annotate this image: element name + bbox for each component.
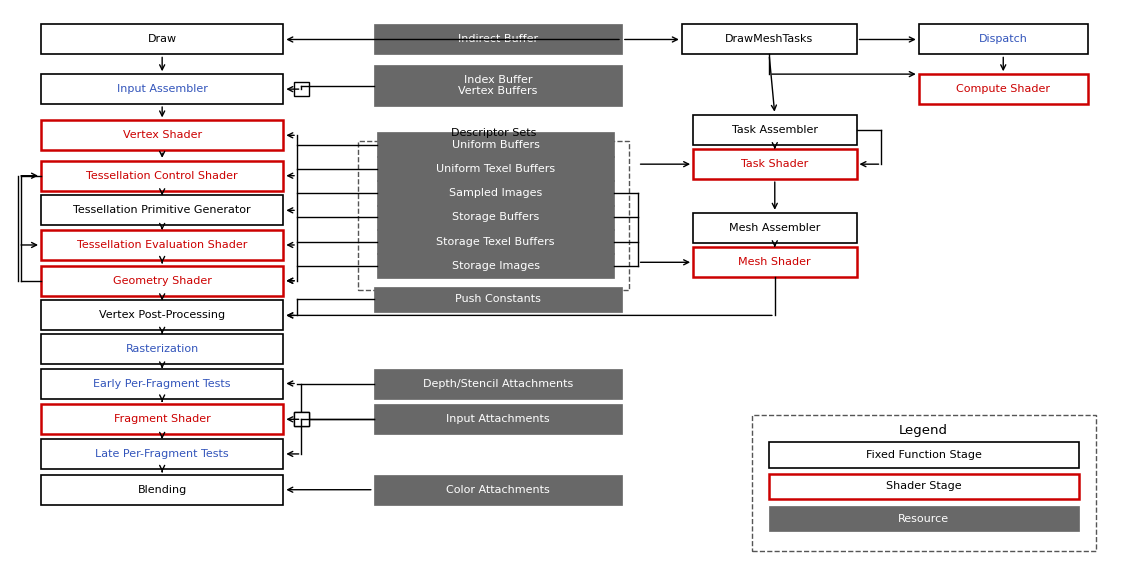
Text: Mesh Assembler: Mesh Assembler: [729, 223, 820, 233]
FancyBboxPatch shape: [377, 229, 614, 254]
FancyBboxPatch shape: [41, 368, 284, 398]
FancyBboxPatch shape: [769, 506, 1079, 531]
Text: Storage Texel Buffers: Storage Texel Buffers: [437, 237, 555, 246]
Text: Mesh Shader: Mesh Shader: [739, 258, 811, 267]
FancyBboxPatch shape: [373, 474, 622, 505]
Text: Depth/Stencil Attachments: Depth/Stencil Attachments: [423, 379, 573, 389]
FancyBboxPatch shape: [41, 24, 284, 55]
FancyBboxPatch shape: [377, 205, 614, 230]
FancyBboxPatch shape: [377, 156, 614, 182]
Text: Compute Shader: Compute Shader: [956, 84, 1051, 94]
Text: Early Per-Fragment Tests: Early Per-Fragment Tests: [94, 379, 231, 389]
FancyBboxPatch shape: [41, 474, 284, 505]
Text: Rasterization: Rasterization: [126, 344, 199, 354]
FancyBboxPatch shape: [373, 287, 622, 312]
Text: Uniform Texel Buffers: Uniform Texel Buffers: [435, 164, 555, 174]
Text: Descriptor Sets: Descriptor Sets: [450, 128, 536, 137]
Text: Tessellation Control Shader: Tessellation Control Shader: [86, 171, 238, 181]
Text: DrawMeshTasks: DrawMeshTasks: [725, 34, 813, 45]
FancyBboxPatch shape: [918, 24, 1088, 55]
FancyBboxPatch shape: [693, 149, 856, 179]
FancyBboxPatch shape: [41, 266, 284, 296]
Text: Dispatch: Dispatch: [978, 34, 1028, 45]
FancyBboxPatch shape: [373, 368, 622, 398]
FancyBboxPatch shape: [693, 247, 856, 277]
Text: Resource: Resource: [898, 513, 949, 524]
Text: Storage Buffers: Storage Buffers: [452, 212, 539, 222]
FancyBboxPatch shape: [41, 439, 284, 469]
Text: Late Per-Fragment Tests: Late Per-Fragment Tests: [95, 449, 228, 459]
FancyBboxPatch shape: [41, 300, 284, 331]
FancyBboxPatch shape: [769, 473, 1079, 499]
FancyBboxPatch shape: [41, 404, 284, 434]
Text: Indirect Buffer: Indirect Buffer: [458, 34, 538, 45]
Text: Vertex Post-Processing: Vertex Post-Processing: [100, 310, 225, 320]
Text: Geometry Shader: Geometry Shader: [113, 276, 211, 286]
Text: Tessellation Evaluation Shader: Tessellation Evaluation Shader: [77, 240, 248, 250]
FancyBboxPatch shape: [377, 253, 614, 278]
Text: Tessellation Primitive Generator: Tessellation Primitive Generator: [74, 205, 251, 215]
FancyBboxPatch shape: [294, 82, 310, 96]
Text: Task Assembler: Task Assembler: [732, 125, 818, 135]
Text: Fragment Shader: Fragment Shader: [114, 414, 210, 425]
Text: Fixed Function Stage: Fixed Function Stage: [865, 450, 982, 460]
FancyBboxPatch shape: [918, 74, 1088, 104]
FancyBboxPatch shape: [377, 132, 614, 157]
Text: Blending: Blending: [138, 485, 187, 495]
FancyBboxPatch shape: [373, 404, 622, 434]
FancyBboxPatch shape: [373, 24, 622, 55]
Text: Input Attachments: Input Attachments: [446, 414, 550, 425]
Text: Sampled Images: Sampled Images: [449, 188, 542, 198]
FancyBboxPatch shape: [769, 443, 1079, 468]
FancyBboxPatch shape: [373, 65, 622, 107]
Text: Storage Images: Storage Images: [451, 261, 539, 271]
FancyBboxPatch shape: [294, 412, 310, 426]
Text: Input Assembler: Input Assembler: [116, 84, 208, 94]
Text: Task Shader: Task Shader: [741, 159, 809, 169]
Text: Legend: Legend: [899, 425, 948, 437]
FancyBboxPatch shape: [682, 24, 856, 55]
FancyBboxPatch shape: [693, 213, 856, 242]
Text: Uniform Buffers: Uniform Buffers: [451, 140, 539, 150]
FancyBboxPatch shape: [294, 412, 310, 426]
FancyBboxPatch shape: [41, 74, 284, 104]
Text: Vertex Shader: Vertex Shader: [122, 130, 201, 140]
Text: Draw: Draw: [148, 34, 176, 45]
FancyBboxPatch shape: [41, 334, 284, 364]
FancyBboxPatch shape: [41, 120, 284, 150]
FancyBboxPatch shape: [41, 230, 284, 260]
FancyBboxPatch shape: [41, 161, 284, 191]
FancyBboxPatch shape: [41, 195, 284, 226]
Text: Color Attachments: Color Attachments: [446, 485, 550, 495]
FancyBboxPatch shape: [693, 114, 856, 144]
FancyBboxPatch shape: [377, 180, 614, 206]
Text: Shader Stage: Shader Stage: [886, 481, 961, 491]
Text: Index Buffer
Vertex Buffers: Index Buffer Vertex Buffers: [458, 75, 537, 96]
Text: Push Constants: Push Constants: [455, 294, 541, 304]
